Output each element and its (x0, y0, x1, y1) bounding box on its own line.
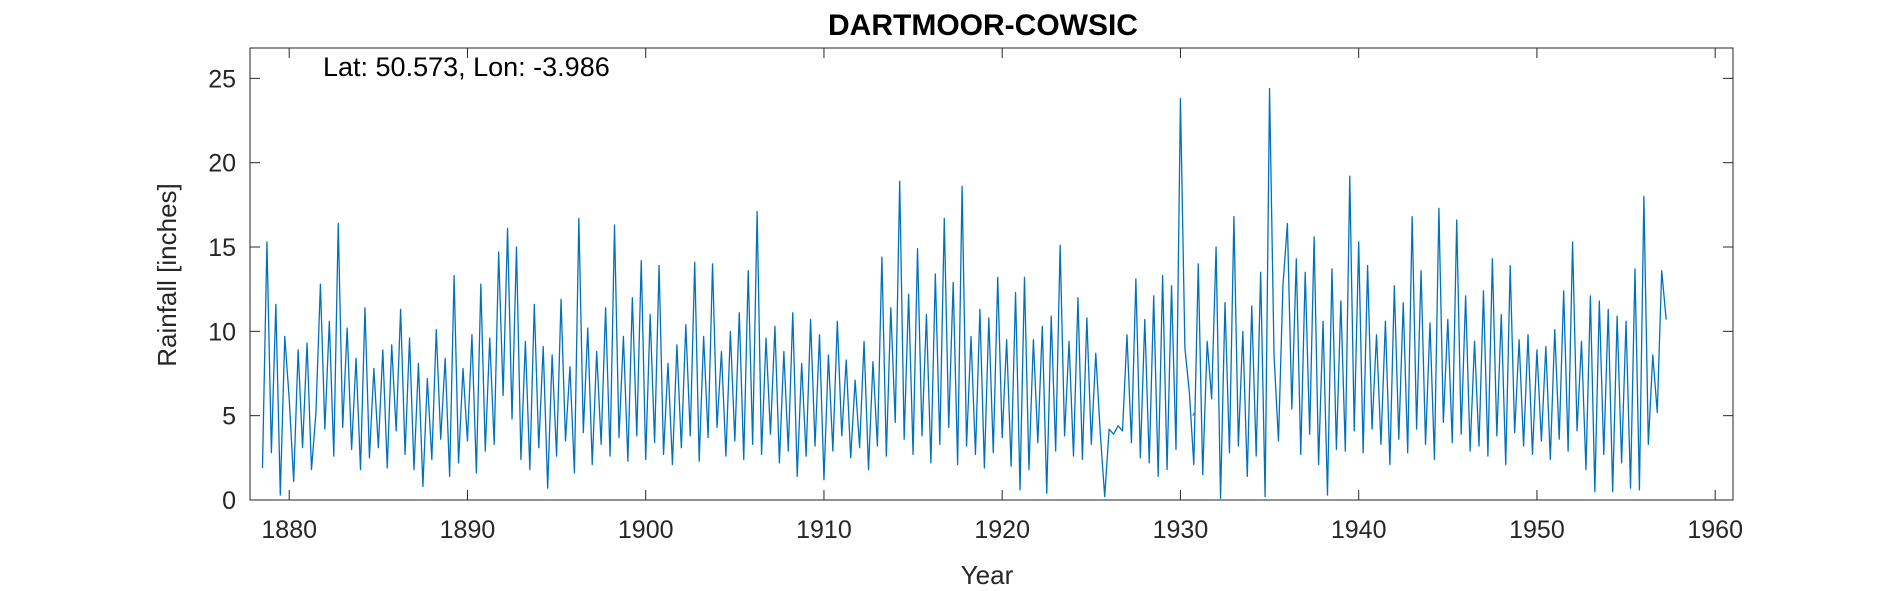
y-axis-label: Rainfall [inches] (152, 183, 182, 367)
y-tick-label: 15 (208, 234, 236, 262)
x-tick-label: 1940 (1331, 516, 1387, 544)
axes-layer: 1880 1890 1900 1910 1920 1930 1940 1950 1960 0 5 10… (208, 48, 1743, 544)
rainfall-series-line (261, 87, 1667, 499)
y-tick-label: 0 (222, 487, 236, 515)
chart-title: DARTMOOR-COWSIC (828, 9, 1138, 42)
x-tick-label: 1950 (1509, 516, 1565, 544)
location-annotation: Lat: 50.573, Lon: -3.986 (323, 52, 610, 82)
y-tick-label: 20 (208, 150, 236, 178)
series-layer (261, 87, 1667, 499)
x-tick-label: 1910 (796, 516, 852, 544)
x-tick-label: 1880 (261, 516, 317, 544)
x-tick-label: 1930 (1153, 516, 1209, 544)
x-axis-label: Year (961, 560, 1014, 590)
x-tick-label: 1900 (618, 516, 674, 544)
highlight-marker (1192, 412, 1195, 416)
plot-area-frame (249, 47, 1734, 501)
y-tick-label: 5 (222, 403, 236, 431)
y-tick-label: 25 (208, 65, 236, 93)
x-tick-label: 1890 (440, 516, 496, 544)
x-tick-label: 1960 (1687, 516, 1743, 544)
x-tick-label: 1920 (974, 516, 1030, 544)
y-tick-label: 10 (208, 318, 236, 346)
